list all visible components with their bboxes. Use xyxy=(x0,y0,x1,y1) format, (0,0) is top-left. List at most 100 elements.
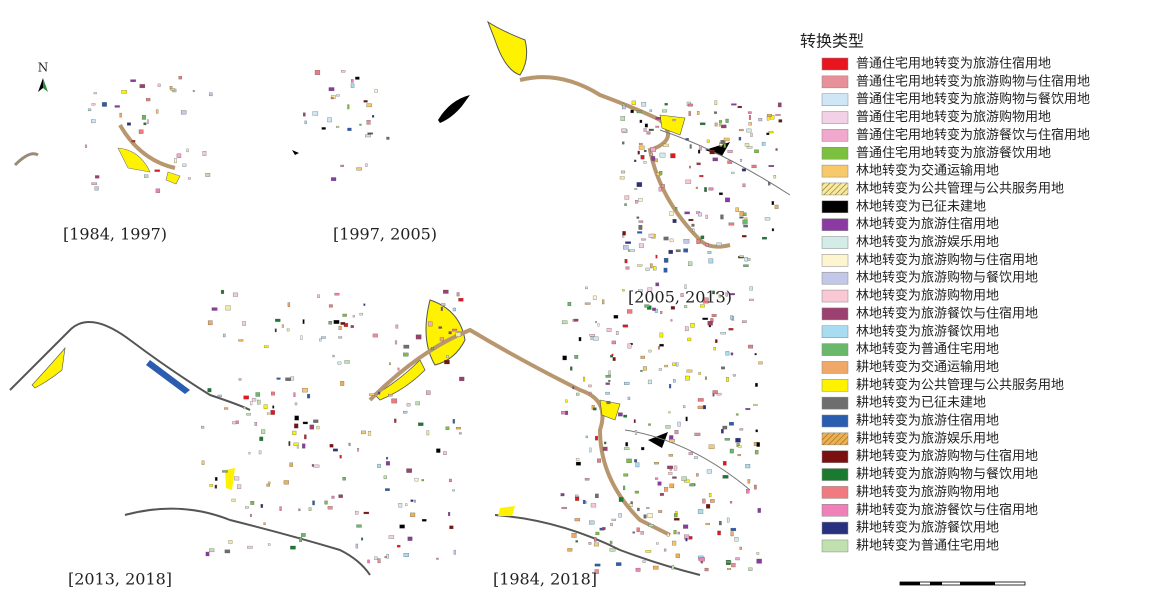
north-arrow xyxy=(38,78,43,92)
land-patch xyxy=(725,560,732,564)
land-patch xyxy=(130,79,136,82)
land-patch xyxy=(590,503,597,508)
land-patch xyxy=(643,514,647,519)
scale-bar-segment xyxy=(960,582,995,585)
land-patch xyxy=(290,545,296,550)
land-patch xyxy=(758,118,763,122)
land-patch xyxy=(406,468,412,473)
land-patch xyxy=(573,318,579,322)
land-patch xyxy=(155,109,159,114)
land-patch xyxy=(308,507,312,511)
land-patch xyxy=(643,150,647,152)
land-patch xyxy=(672,219,677,223)
land-patch xyxy=(347,127,352,131)
land-patch xyxy=(593,407,597,411)
land-patch xyxy=(498,506,515,516)
land-patch xyxy=(716,292,719,295)
land-patch xyxy=(604,441,607,445)
legend-swatch xyxy=(821,414,849,428)
land-patch xyxy=(687,103,693,107)
land-patch xyxy=(101,102,107,107)
legend-swatch-hatch xyxy=(822,182,848,195)
land-patch xyxy=(220,289,225,294)
land-patch xyxy=(762,236,767,240)
land-patch xyxy=(459,432,462,435)
land-patch xyxy=(452,419,455,424)
land-patch xyxy=(146,360,190,394)
land-patch xyxy=(739,211,744,216)
land-patch xyxy=(637,231,643,234)
land-patch xyxy=(361,430,366,435)
land-patch xyxy=(672,540,677,546)
land-patch xyxy=(739,216,744,219)
land-patch xyxy=(612,357,616,361)
land-patch xyxy=(592,295,597,300)
legend-swatch xyxy=(821,325,849,338)
land-patch xyxy=(629,249,635,252)
land-patch xyxy=(588,384,592,388)
land-patch xyxy=(634,159,637,162)
land-patch xyxy=(768,165,775,167)
land-patch xyxy=(303,112,306,117)
land-patch xyxy=(738,129,744,132)
land-patch xyxy=(339,455,342,459)
legend-swatch xyxy=(821,147,849,160)
land-patch xyxy=(449,525,454,530)
land-patch xyxy=(771,201,775,205)
land-patch xyxy=(692,228,695,232)
land-patch xyxy=(623,485,626,491)
land-patch xyxy=(146,98,151,102)
land-patch xyxy=(640,369,643,372)
land-patch xyxy=(154,169,160,172)
land-patch xyxy=(673,379,676,383)
land-patch xyxy=(267,543,271,546)
land-patch xyxy=(615,331,619,335)
land-patch xyxy=(699,557,705,562)
legend-swatch xyxy=(821,504,849,517)
land-patch xyxy=(428,321,433,327)
land-patch xyxy=(386,456,389,460)
land-patch xyxy=(693,456,698,459)
land-patch xyxy=(355,543,359,549)
land-patch xyxy=(730,527,737,532)
land-patch xyxy=(575,496,580,501)
land-patch xyxy=(436,557,439,560)
land-patch xyxy=(634,188,638,190)
land-patch xyxy=(637,150,640,155)
land-patch xyxy=(743,225,748,228)
land-patch xyxy=(407,536,413,541)
land-patch xyxy=(333,320,340,324)
land-patch xyxy=(331,495,335,499)
land-patch xyxy=(567,301,572,307)
land-patch xyxy=(398,503,403,508)
land-patch xyxy=(332,448,338,452)
land-patch xyxy=(225,305,231,311)
land-patch xyxy=(739,255,744,258)
land-patch xyxy=(178,76,182,80)
land-patch xyxy=(725,197,730,203)
road xyxy=(659,129,791,196)
land-patch xyxy=(689,165,691,169)
land-patch xyxy=(590,336,593,340)
land-patch xyxy=(258,450,262,455)
land-patch xyxy=(397,367,400,371)
land-patch xyxy=(455,427,461,430)
land-patch xyxy=(683,248,689,253)
land-patch xyxy=(742,320,747,323)
scale-bar xyxy=(899,581,1026,586)
land-patch xyxy=(585,286,588,290)
land-patch xyxy=(664,103,668,106)
land-patch xyxy=(372,333,378,338)
land-patch xyxy=(778,119,783,123)
land-patch xyxy=(705,243,709,247)
land-patch xyxy=(272,405,275,409)
land-patch xyxy=(141,115,146,120)
land-patch xyxy=(669,211,674,216)
land-patch xyxy=(157,83,161,87)
land-patch xyxy=(727,160,733,164)
land-patch xyxy=(455,332,462,337)
land-patch xyxy=(317,294,320,298)
land-patch xyxy=(340,322,346,325)
land-patch xyxy=(302,443,306,449)
land-patch xyxy=(606,400,611,405)
